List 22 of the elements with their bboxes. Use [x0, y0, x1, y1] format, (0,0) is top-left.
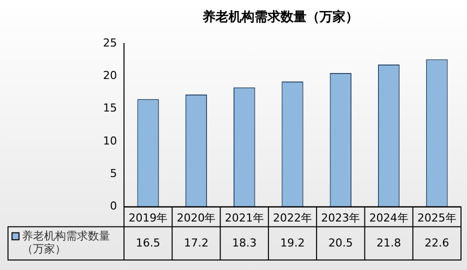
y-tick-label: 10 — [102, 134, 117, 148]
y-tick-label: 20 — [102, 69, 117, 82]
data-label: 22.6 — [424, 236, 450, 250]
x-tick-label: 2023年 — [321, 211, 360, 224]
data-label: 16.5 — [136, 236, 160, 250]
chart-title: 养老机构需求数量（万家） — [202, 9, 358, 26]
legend-label: 养老机构需求数量（万家） — [22, 230, 110, 256]
x-tick-label: 2024年 — [369, 211, 408, 224]
data-label: 21.8 — [376, 236, 402, 250]
x-tick-label: 2025年 — [417, 211, 456, 224]
x-tick-label: 2019年 — [128, 211, 168, 224]
data-label: 18.3 — [232, 236, 257, 250]
x-tick-label: 2022年 — [273, 211, 312, 224]
data-label: 20.5 — [328, 236, 353, 250]
y-tick-label: 25 — [102, 36, 117, 50]
y-tick-label: 0 — [110, 200, 117, 213]
data-label: 17.2 — [184, 236, 208, 250]
data-label: 19.2 — [280, 236, 305, 250]
y-tick-label: 5 — [110, 167, 117, 180]
y-tick-label: 15 — [102, 102, 117, 115]
x-tick-label: 2020年 — [176, 211, 216, 224]
x-tick-label: 2021年 — [224, 211, 264, 224]
